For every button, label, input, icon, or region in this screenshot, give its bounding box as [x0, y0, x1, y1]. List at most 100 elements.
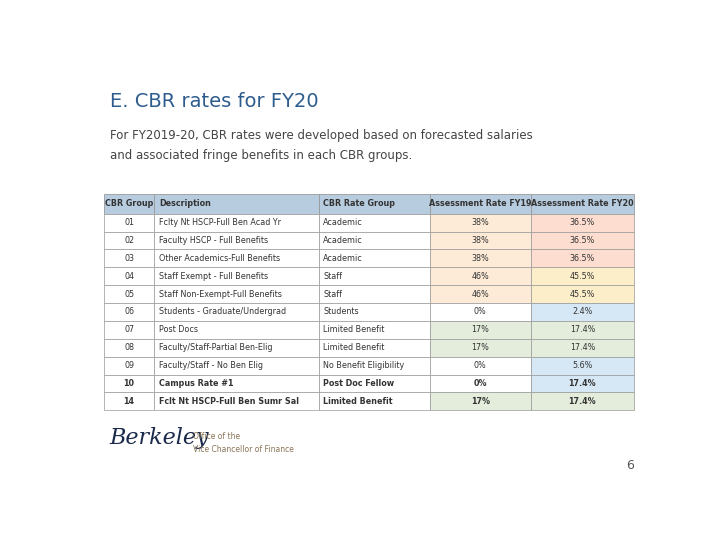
- Text: 46%: 46%: [472, 289, 489, 299]
- Text: 17%: 17%: [472, 326, 490, 334]
- Text: 07: 07: [124, 326, 134, 334]
- Bar: [430, 214, 531, 232]
- Bar: [319, 214, 430, 232]
- Text: Limited Benefit: Limited Benefit: [323, 397, 392, 406]
- Text: CBR Rate Group: CBR Rate Group: [323, 199, 395, 208]
- Bar: [104, 321, 154, 339]
- Bar: [319, 303, 430, 321]
- Text: 38%: 38%: [472, 218, 489, 227]
- Text: Limited Benefit: Limited Benefit: [323, 326, 384, 334]
- Bar: [531, 232, 634, 249]
- Bar: [531, 393, 634, 410]
- Text: Limited Benefit: Limited Benefit: [323, 343, 384, 352]
- Bar: [319, 321, 430, 339]
- Text: 09: 09: [124, 361, 134, 370]
- Text: Staff: Staff: [323, 272, 342, 281]
- Text: Assessment Rate FY19: Assessment Rate FY19: [429, 199, 531, 208]
- Bar: [430, 357, 531, 375]
- Text: 08: 08: [124, 343, 134, 352]
- Text: 36.5%: 36.5%: [570, 254, 595, 263]
- Text: 2.4%: 2.4%: [572, 307, 593, 316]
- Bar: [319, 285, 430, 303]
- Bar: [104, 249, 154, 267]
- Bar: [154, 249, 319, 267]
- Bar: [531, 285, 634, 303]
- Text: 0%: 0%: [474, 361, 487, 370]
- Bar: [154, 393, 319, 410]
- Bar: [430, 285, 531, 303]
- Bar: [531, 321, 634, 339]
- Text: Post Doc Fellow: Post Doc Fellow: [323, 379, 395, 388]
- Text: 06: 06: [124, 307, 134, 316]
- Bar: [430, 375, 531, 393]
- Bar: [104, 267, 154, 285]
- Bar: [319, 393, 430, 410]
- Text: 17%: 17%: [471, 397, 490, 406]
- Text: 5.6%: 5.6%: [572, 361, 593, 370]
- Text: Other Academics-Full Benefits: Other Academics-Full Benefits: [159, 254, 280, 263]
- Text: Office of the
Vice Chancellor of Finance: Office of the Vice Chancellor of Finance: [193, 432, 294, 454]
- Bar: [104, 285, 154, 303]
- Bar: [319, 339, 430, 357]
- Text: 17.4%: 17.4%: [569, 397, 596, 406]
- Text: 10: 10: [124, 379, 135, 388]
- Text: CBR Group: CBR Group: [105, 199, 153, 208]
- Text: Post Docs: Post Docs: [159, 326, 198, 334]
- Text: Staff Non-Exempt-Full Benefits: Staff Non-Exempt-Full Benefits: [159, 289, 282, 299]
- Bar: [430, 232, 531, 249]
- Text: 03: 03: [124, 254, 134, 263]
- Text: For FY2019-20, CBR rates were developed based on forecasted salaries
and associa: For FY2019-20, CBR rates were developed …: [109, 129, 532, 162]
- Text: Faculty/Staff-Partial Ben-Elig: Faculty/Staff-Partial Ben-Elig: [159, 343, 272, 352]
- Bar: [319, 357, 430, 375]
- Text: Berkeley: Berkeley: [109, 428, 209, 449]
- Bar: [154, 339, 319, 357]
- Bar: [154, 214, 319, 232]
- Bar: [104, 214, 154, 232]
- Text: Description: Description: [159, 199, 211, 208]
- Text: 17%: 17%: [472, 343, 490, 352]
- Text: Faculty/Staff - No Ben Elig: Faculty/Staff - No Ben Elig: [159, 361, 263, 370]
- Bar: [531, 375, 634, 393]
- Bar: [104, 232, 154, 249]
- Bar: [531, 249, 634, 267]
- Bar: [319, 249, 430, 267]
- Text: Academic: Academic: [323, 236, 363, 245]
- Bar: [430, 393, 531, 410]
- Bar: [104, 357, 154, 375]
- Text: 0%: 0%: [474, 307, 487, 316]
- Text: 17.4%: 17.4%: [570, 326, 595, 334]
- Bar: [430, 249, 531, 267]
- Text: 45.5%: 45.5%: [570, 272, 595, 281]
- Text: Fclty Nt HSCP-Full Ben Acad Yr: Fclty Nt HSCP-Full Ben Acad Yr: [159, 218, 281, 227]
- Text: Academic: Academic: [323, 218, 363, 227]
- Bar: [319, 375, 430, 393]
- Bar: [154, 303, 319, 321]
- Text: 14: 14: [124, 397, 135, 406]
- Text: 38%: 38%: [472, 236, 489, 245]
- Bar: [319, 194, 430, 214]
- Bar: [430, 339, 531, 357]
- Text: E. CBR rates for FY20: E. CBR rates for FY20: [109, 92, 318, 111]
- Bar: [319, 267, 430, 285]
- Text: 0%: 0%: [474, 379, 487, 388]
- Bar: [531, 194, 634, 214]
- Text: Assessment Rate FY20: Assessment Rate FY20: [531, 199, 634, 208]
- Bar: [319, 232, 430, 249]
- Bar: [154, 194, 319, 214]
- Bar: [154, 375, 319, 393]
- Text: 05: 05: [124, 289, 134, 299]
- Text: 36.5%: 36.5%: [570, 218, 595, 227]
- Text: 38%: 38%: [472, 254, 489, 263]
- Text: 04: 04: [124, 272, 134, 281]
- Text: No Benefit Eligibility: No Benefit Eligibility: [323, 361, 405, 370]
- Text: Faculty HSCP - Full Benefits: Faculty HSCP - Full Benefits: [159, 236, 268, 245]
- Bar: [531, 339, 634, 357]
- Text: 01: 01: [124, 218, 134, 227]
- Bar: [430, 194, 531, 214]
- Bar: [154, 285, 319, 303]
- Bar: [154, 357, 319, 375]
- Text: Students: Students: [323, 307, 359, 316]
- Text: 46%: 46%: [472, 272, 489, 281]
- Text: 45.5%: 45.5%: [570, 289, 595, 299]
- Text: Campus Rate #1: Campus Rate #1: [159, 379, 233, 388]
